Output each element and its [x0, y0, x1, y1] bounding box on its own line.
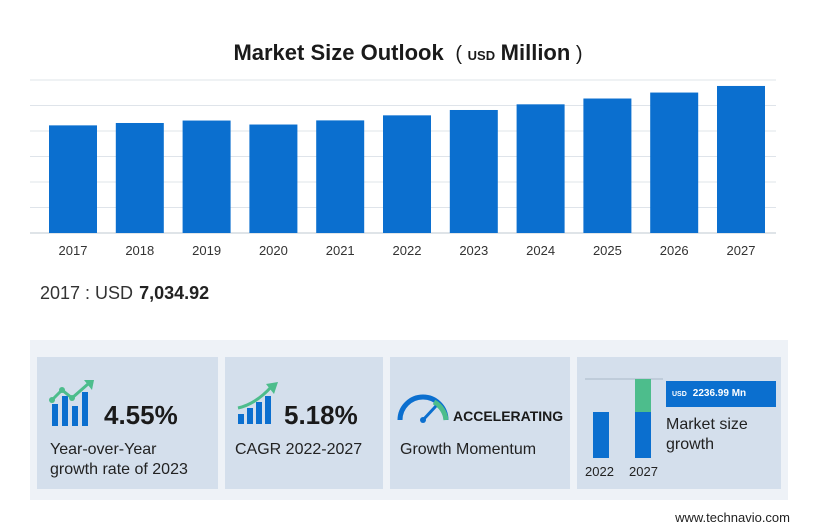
bar-2023[interactable] [449, 109, 498, 233]
bar-2024[interactable] [516, 104, 565, 234]
chart-title-main: Market Size Outlook [233, 40, 444, 65]
title-open-paren: ( [455, 43, 463, 65]
chart-title: Market Size Outlook ( USD Million ) [0, 40, 816, 66]
bar-2018[interactable] [115, 122, 164, 233]
momentum-status: ACCELERATING [453, 408, 564, 424]
badge-value: 2236.99 Mn [692, 388, 747, 399]
cagr-chart-icon [237, 382, 278, 424]
first-year-amount: 7,034.92 [139, 283, 210, 303]
momentum-card [390, 357, 570, 489]
growth-chart-icon [49, 380, 94, 426]
mini-year-end: 2027 [629, 464, 658, 479]
market-growth-badge: USD 2236.99 Mn [666, 381, 776, 407]
x-tick-2020: 2020 [259, 243, 288, 258]
title-unit-scale: Million [500, 40, 571, 65]
footer-url[interactable]: www.technavio.com [675, 510, 790, 525]
market-label-line2: growth [666, 436, 715, 453]
bar-2019[interactable] [182, 120, 231, 233]
mini-bar-2027-growth [635, 379, 651, 412]
title-close-paren: ) [575, 43, 583, 65]
mini-bar-2022 [593, 412, 609, 458]
momentum-label: Growth Momentum [400, 441, 537, 458]
yoy-value: 4.55% [104, 400, 178, 430]
x-tick-2023: 2023 [459, 243, 488, 258]
bar-2022[interactable] [383, 115, 431, 233]
bar-2017[interactable] [49, 125, 97, 233]
x-tick-2025: 2025 [593, 243, 622, 258]
yoy-label-line1: Year-over-Year [50, 441, 157, 458]
x-tick-2026: 2026 [660, 243, 689, 258]
bar-2026[interactable] [650, 92, 699, 234]
x-tick-2027: 2027 [727, 243, 756, 258]
speedometer-icon [397, 394, 449, 423]
market-label-line1: Market size [666, 416, 748, 433]
x-tick-2018: 2018 [125, 243, 154, 258]
chart-x-ticks: 2017 2018 2019 2020 2021 2022 2023 2024 2025 2026… [59, 243, 756, 258]
bar-2025[interactable] [583, 98, 632, 233]
title-unit-currency: USD [467, 48, 496, 63]
cagr-label: CAGR 2022-2027 [235, 441, 363, 458]
mini-bar-2027-base [635, 412, 651, 458]
bar-2021[interactable] [316, 120, 365, 233]
x-tick-2019: 2019 [192, 243, 221, 258]
bar-chart: 2017 2018 2019 2020 2021 2022 2023 2024 2025 2026… [30, 79, 776, 258]
bar-2027[interactable] [717, 85, 765, 233]
bar-2020[interactable] [249, 124, 298, 233]
badge-currency: USD [672, 391, 687, 398]
market-growth-mini-chart [585, 378, 663, 458]
chart-bars [49, 85, 765, 234]
x-tick-2017: 2017 [59, 243, 88, 258]
first-year-value: 2017 : USD 7,034.92 [40, 283, 209, 304]
x-tick-2024: 2024 [526, 243, 555, 258]
chart-title-unit: ( USD Million ) [450, 40, 583, 65]
cagr-value: 5.18% [284, 400, 358, 430]
mini-year-start: 2022 [585, 464, 614, 479]
x-tick-2022: 2022 [393, 243, 422, 258]
x-tick-2021: 2021 [326, 243, 355, 258]
yoy-label-line2: growth rate of 2023 [50, 461, 188, 478]
first-year-label: 2017 : USD [40, 283, 134, 303]
